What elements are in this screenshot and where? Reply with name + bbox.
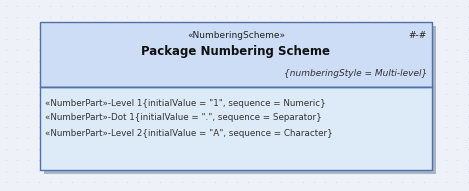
Text: Package Numbering Scheme: Package Numbering Scheme — [142, 45, 331, 58]
Text: «NumberingScheme»: «NumberingScheme» — [187, 31, 285, 40]
Text: «NumberPart»-Dot 1{initialValue = ".", sequence = Separator}: «NumberPart»-Dot 1{initialValue = ".", s… — [45, 113, 322, 122]
FancyBboxPatch shape — [44, 26, 436, 174]
Text: «NumberPart»-Level 2{initialValue = "A", sequence = Character}: «NumberPart»-Level 2{initialValue = "A",… — [45, 129, 333, 138]
FancyBboxPatch shape — [40, 22, 432, 87]
FancyBboxPatch shape — [40, 87, 432, 170]
Text: {numberingStyle = Multi-level}: {numberingStyle = Multi-level} — [284, 70, 427, 79]
Text: «NumberPart»-Level 1{initialValue = "1", sequence = Numeric}: «NumberPart»-Level 1{initialValue = "1",… — [45, 99, 326, 108]
Text: #-#: #-# — [409, 31, 427, 40]
